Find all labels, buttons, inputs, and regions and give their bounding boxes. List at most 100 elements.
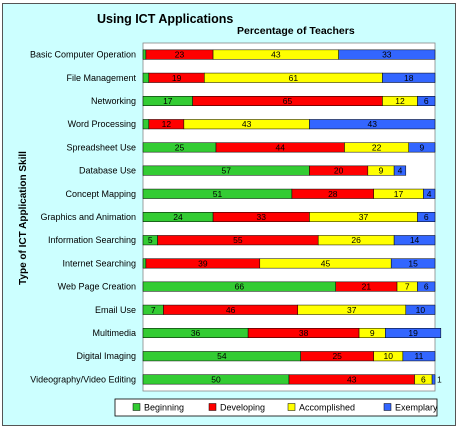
- data-label: 19: [408, 328, 418, 338]
- data-label: 9: [419, 142, 424, 152]
- category-label: Digital Imaging: [76, 351, 136, 361]
- data-label: 43: [347, 374, 357, 384]
- category-label: Multimedia: [92, 328, 136, 338]
- data-label: 54: [217, 351, 227, 361]
- bar-segment-exemplary: [431, 374, 436, 385]
- data-label: 19: [172, 73, 182, 83]
- data-label: 43: [271, 50, 281, 60]
- data-label: 33: [257, 212, 267, 222]
- bar-segment-exemplary: [309, 119, 436, 130]
- bar-segment-exemplary: [417, 96, 436, 106]
- data-label: 4: [427, 189, 432, 199]
- category-label: Database Use: [79, 166, 136, 176]
- category-label: Networking: [91, 96, 136, 106]
- data-label: 50: [211, 374, 221, 384]
- category-label: Internet Searching: [62, 258, 136, 268]
- data-label: 18: [404, 73, 414, 83]
- data-label: 45: [321, 258, 331, 268]
- data-label: 1: [437, 374, 442, 384]
- data-label: 24: [173, 212, 183, 222]
- data-label: 7: [405, 282, 410, 292]
- category-label: Graphics and Animation: [40, 212, 136, 222]
- data-label: 37: [347, 305, 357, 315]
- data-label: 6: [424, 282, 429, 292]
- legend-label-beginning: Beginning: [144, 403, 184, 413]
- bar-segment-exemplary: [338, 49, 436, 60]
- legend-label-accomplished: Accomplished: [299, 403, 355, 413]
- data-label: 43: [242, 119, 252, 129]
- data-label: 51: [213, 189, 223, 199]
- chart-subtitle: Percentage of Teachers: [237, 25, 355, 37]
- bar-segment-beginning: [142, 119, 150, 130]
- data-label: 12: [162, 119, 172, 129]
- bar-segment-exemplary: [405, 304, 436, 315]
- bar-segment-exemplary: [382, 72, 436, 83]
- category-label: Videography/Video Editing: [30, 374, 136, 384]
- data-label: 20: [334, 166, 344, 176]
- data-label: 5: [148, 235, 153, 245]
- bar-segment-exemplary: [390, 258, 436, 269]
- bar-segment-exemplary: [408, 142, 436, 153]
- bar-segment-beginning: [142, 72, 150, 83]
- data-label: 17: [163, 96, 173, 106]
- data-label: 21: [362, 282, 372, 292]
- legend-swatch-exemplary: [383, 403, 392, 411]
- data-label: 7: [151, 305, 156, 315]
- data-label: 14: [410, 235, 420, 245]
- data-label: 9: [370, 328, 375, 338]
- data-label: 6: [421, 374, 426, 384]
- bars-group: 2343332196118176512621243432544229572094…: [142, 49, 442, 385]
- y-axis-title: Type of ICT Application Skill: [18, 151, 29, 285]
- chart-title: Using ICT Applications: [97, 12, 233, 26]
- data-label: 61: [289, 73, 299, 83]
- data-label: 15: [408, 258, 418, 268]
- data-label: 10: [416, 305, 426, 315]
- legend-swatch-developing: [208, 403, 217, 411]
- bar-segment-exemplary: [393, 235, 436, 246]
- bar-segment-beginning: [142, 49, 147, 60]
- category-label: Spreadsheet Use: [66, 142, 136, 152]
- data-label: 17: [394, 189, 404, 199]
- bar-segment-exemplary: [423, 188, 436, 199]
- data-label: 37: [359, 212, 369, 222]
- data-label: 36: [191, 328, 201, 338]
- data-label: 43: [367, 119, 377, 129]
- bar-segment-exemplary: [393, 165, 407, 176]
- data-label: 65: [283, 96, 293, 106]
- legend: [114, 398, 438, 417]
- data-label: 4: [398, 166, 403, 176]
- legend-label-exemplary: Exemplary: [395, 403, 438, 413]
- data-label: 23: [175, 50, 185, 60]
- data-label: 22: [372, 142, 382, 152]
- data-label: 6: [424, 212, 429, 222]
- data-label: 44: [276, 142, 286, 152]
- data-label: 25: [332, 351, 342, 361]
- data-label: 12: [395, 96, 405, 106]
- data-label: 28: [328, 189, 338, 199]
- legend-swatch-accomplished: [287, 403, 296, 411]
- bar-segment-beginning: [142, 258, 147, 269]
- data-label: 10: [384, 351, 394, 361]
- bar-segment-exemplary: [402, 351, 436, 362]
- legend-swatch-beginning: [132, 403, 141, 411]
- category-label: Email Use: [95, 305, 136, 315]
- category-label: Information Searching: [48, 235, 136, 245]
- data-label: 9: [379, 166, 384, 176]
- category-labels: Basic Computer Operation File Management N…: [30, 50, 137, 385]
- bar-segment-exemplary: [417, 281, 436, 292]
- data-label: 25: [175, 142, 185, 152]
- data-label: 57: [221, 166, 231, 176]
- data-label: 55: [233, 235, 243, 245]
- category-label: Basic Computer Operation: [30, 50, 136, 60]
- bar-segment-exemplary: [417, 212, 436, 222]
- data-label: 11: [415, 351, 424, 361]
- data-label: 6: [424, 96, 429, 106]
- data-label: 39: [198, 258, 208, 268]
- category-label: Word Processing: [68, 119, 136, 129]
- legend-items: Beginning Developing Accomplished Exemplary: [132, 403, 438, 413]
- category-label: Web Page Creation: [58, 282, 136, 292]
- data-label: 33: [382, 50, 392, 60]
- category-label: Concept Mapping: [65, 189, 136, 199]
- bar-segment-exemplary: [385, 328, 442, 338]
